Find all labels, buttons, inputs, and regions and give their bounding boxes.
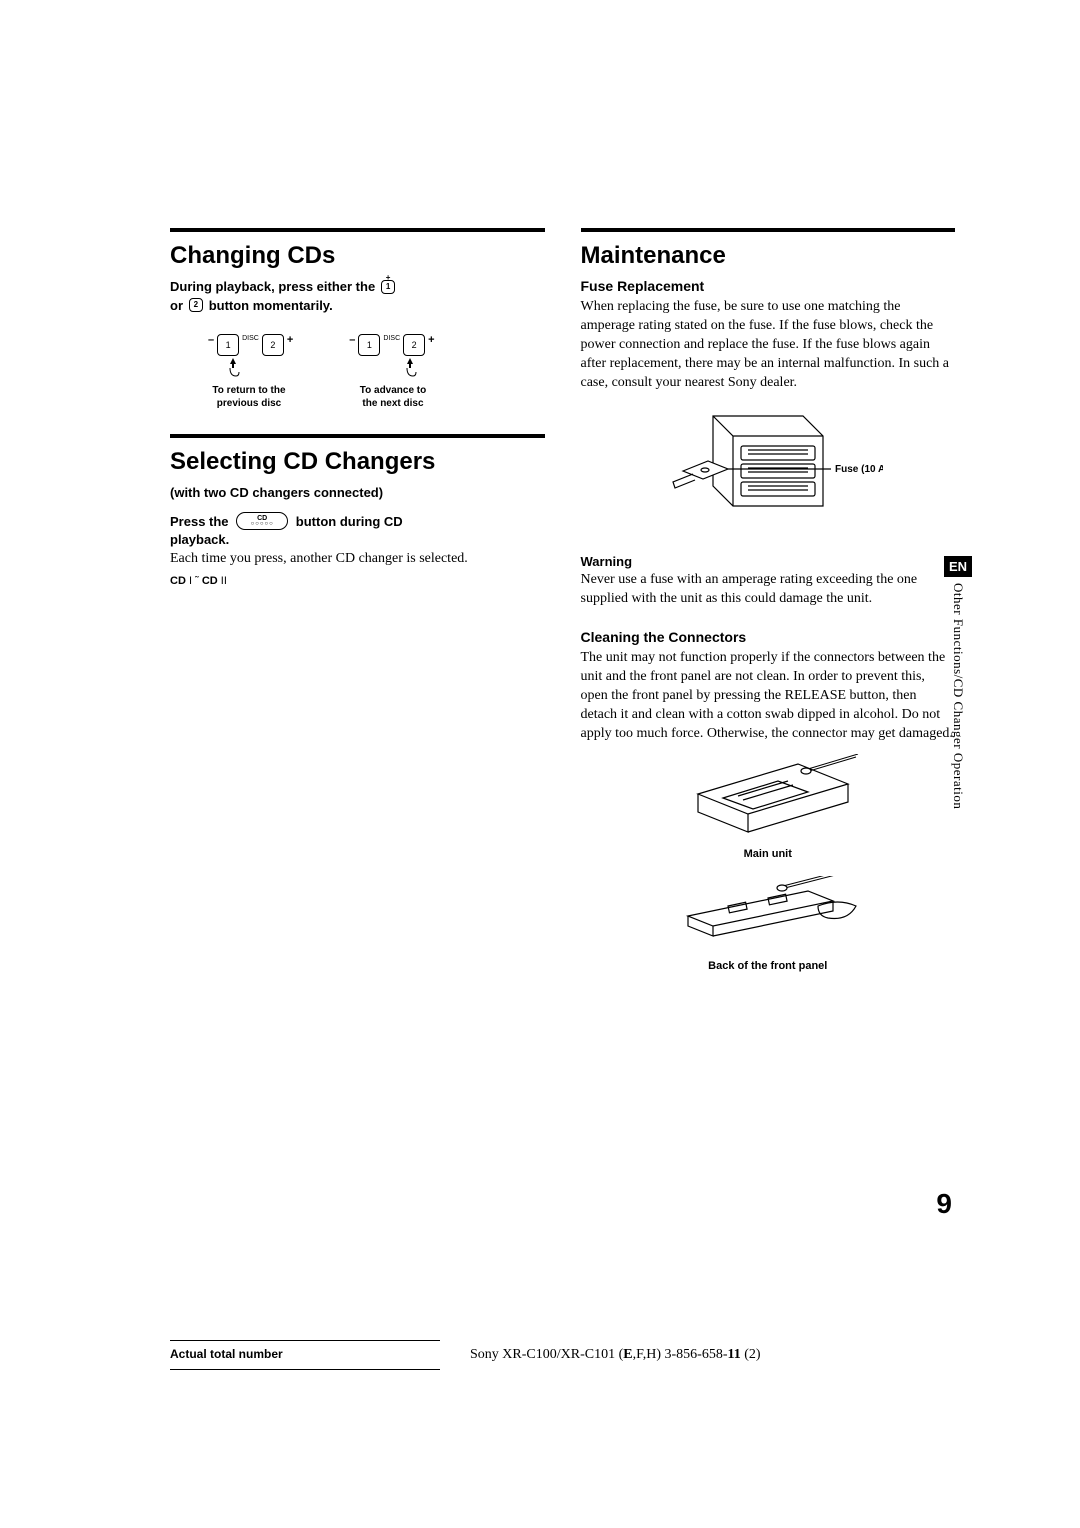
cap-prev-a: To return to the <box>212 385 285 396</box>
disc-label: DISC <box>242 335 259 342</box>
caption-next: To advance to the next disc <box>338 384 448 410</box>
subtitle: (with two CD changers connected) <box>170 484 545 503</box>
fuse-diagram: Fuse (10 A) <box>653 406 883 536</box>
warning-body: Never use a fuse with an amperage rating… <box>581 571 956 609</box>
seq-two: II <box>221 575 227 587</box>
page-number: 9 <box>936 1188 952 1220</box>
disc-label-2: DISC <box>383 335 400 342</box>
instr-b: or <box>170 298 183 313</box>
cd-sequence: CD I ˜ CD II <box>170 575 545 587</box>
footer-rule-top <box>170 1340 440 1341</box>
seq-cd-1: CD <box>170 575 186 587</box>
caption-prev: To return to the previous disc <box>194 384 304 410</box>
disc-btn-2b: 2 <box>403 334 425 356</box>
changer-body: Each time you press, another CD changer … <box>170 550 545 569</box>
cap-prev-b: previous disc <box>217 398 281 409</box>
press-arrow-icon-2 <box>403 358 417 378</box>
warning-heading: Warning <box>581 554 956 569</box>
seq-cd-2: CD <box>202 575 218 587</box>
footer-right: Sony XR-C100/XR-C101 (E,F,H) 3-856-658-1… <box>470 1347 761 1363</box>
maintenance-title: Maintenance <box>581 242 956 270</box>
side-label: Other Functions/CD Changer Operation <box>950 583 966 809</box>
instr-c: button momentarily. <box>209 298 333 313</box>
footer-rest: ,F,H) 3-856-658- <box>633 1347 728 1362</box>
front-panel-diagram <box>668 876 868 956</box>
disc-btn-1: 1 <box>217 334 239 356</box>
section-rule-2 <box>170 434 545 438</box>
fuse-label-text: Fuse (10 A) <box>835 464 883 475</box>
press-c: playback. <box>170 532 229 547</box>
right-column: Maintenance Fuse Replacement When replac… <box>581 228 956 988</box>
button-2-icon: 2 <box>189 298 203 312</box>
front-panel-caption: Back of the front panel <box>581 960 956 972</box>
cap-next-b: the next disc <box>362 398 423 409</box>
changing-cds-title: Changing CDs <box>170 242 545 270</box>
fuse-body: When replacing the fuse, be sure to use … <box>581 298 956 392</box>
two-columns: Changing CDs During playback, press eith… <box>170 228 955 988</box>
disc-btn-2: 2 <box>262 334 284 356</box>
plus-sign-2: + <box>428 334 434 346</box>
footer-tail: (2) <box>741 1347 761 1362</box>
footer-rule-bottom <box>170 1369 440 1370</box>
disc-pair-next: – 1 DISC 2 + <box>349 334 434 378</box>
seq-one: I <box>189 575 192 587</box>
cleaning-heading: Cleaning the Connectors <box>581 629 956 645</box>
main-unit-diagram <box>668 754 868 844</box>
disc-btn-1b: 1 <box>358 334 380 356</box>
main-unit-caption: Main unit <box>581 848 956 860</box>
press-arrow-icon <box>226 358 240 378</box>
minus-sign: – <box>208 334 214 346</box>
left-column: Changing CDs During playback, press eith… <box>170 228 545 988</box>
side-tab: EN Other Functions/CD Changer Operation <box>944 556 972 809</box>
minus-sign-2: – <box>349 334 355 346</box>
press-b: button during CD <box>296 514 403 529</box>
section-rule-3 <box>581 228 956 232</box>
footer: Actual total number Sony XR-C100/XR-C101… <box>170 1340 955 1370</box>
plus-sign: + <box>287 334 293 346</box>
lang-badge: EN <box>944 556 972 577</box>
cd-button-icon <box>236 512 288 530</box>
press-line: Press the button during CD playback. <box>170 513 545 551</box>
disc-diagram-row: – 1 DISC 2 + – 1 DI <box>208 334 545 378</box>
disc-pair-prev: – 1 DISC 2 + <box>208 334 293 378</box>
selecting-changers-title: Selecting CD Changers <box>170 448 545 476</box>
diagram-captions: To return to the previous disc To advanc… <box>194 384 545 410</box>
instruction-line: During playback, press either the 1 or 2… <box>170 278 545 316</box>
page: Changing CDs During playback, press eith… <box>0 0 1080 1528</box>
footer-model: Sony XR-C100/XR-C101 ( <box>470 1347 623 1362</box>
cap-next-a: To advance to <box>360 385 427 396</box>
section-rule <box>170 228 545 232</box>
cleaning-body: The unit may not function properly if th… <box>581 649 956 743</box>
footer-num: 11 <box>728 1347 741 1362</box>
fuse-heading: Fuse Replacement <box>581 278 956 294</box>
press-a: Press the <box>170 514 229 529</box>
footer-bold-e: E <box>623 1347 632 1362</box>
footer-left: Actual total number <box>170 1347 470 1361</box>
seq-arrow: ˜ <box>195 575 199 587</box>
button-1-icon: 1 <box>381 280 395 294</box>
instr-a: During playback, press either the <box>170 279 375 294</box>
